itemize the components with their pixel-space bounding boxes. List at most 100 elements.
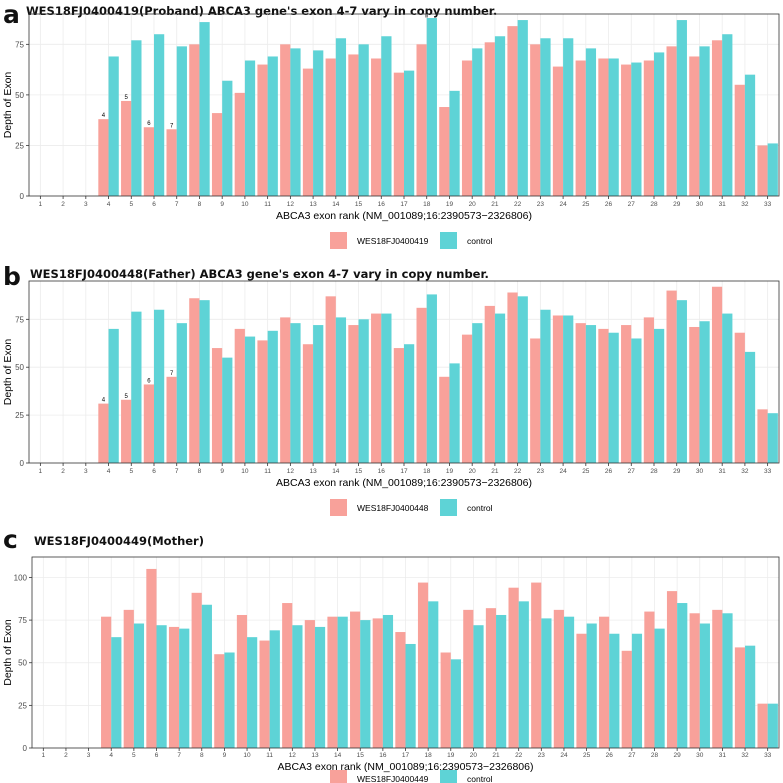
- x-tick-label: 16: [378, 468, 386, 475]
- bar-sample-exon-23: [531, 582, 542, 748]
- bar-control-exon-8: [199, 300, 210, 463]
- bar-control-exon-7: [176, 46, 187, 196]
- x-tick-label: 10: [241, 201, 249, 208]
- x-tick-label: 2: [61, 201, 65, 208]
- bar-sample-exon-7: [166, 376, 177, 463]
- x-tick-label: 30: [696, 752, 704, 759]
- x-tick-label: 25: [583, 752, 591, 759]
- bar-sample-exon-21: [485, 608, 497, 748]
- bar-control-exon-24: [563, 315, 574, 463]
- y-tick-label: 50: [15, 363, 24, 372]
- y-tick-label: 75: [18, 616, 27, 625]
- bar-sample-exon-15: [350, 611, 361, 748]
- bar-sample-exon-11: [257, 340, 268, 463]
- legend-sample-label: WES18FJ0400449: [357, 774, 429, 783]
- bar-sample-exon-21: [484, 42, 495, 196]
- bar-sample-exon-24: [552, 315, 564, 463]
- legend-control-label: control: [467, 503, 493, 513]
- bar-sample-exon-27: [621, 64, 632, 196]
- x-tick-label: 27: [628, 201, 636, 208]
- bar-control-exon-8: [201, 604, 212, 748]
- x-axis-label: ABCA3 exon rank (NM_001089;16:2390573−23…: [276, 477, 532, 489]
- bar-control-exon-15: [360, 620, 371, 748]
- bar-sample-exon-29: [666, 591, 678, 748]
- bar-control-exon-10: [244, 336, 256, 463]
- x-tick-label: 28: [650, 468, 658, 475]
- x-tick-label: 16: [378, 201, 386, 208]
- bar-sample-exon-18: [417, 582, 429, 748]
- x-tick-label: 26: [606, 752, 614, 759]
- x-tick-label: 4: [107, 201, 111, 208]
- legend-control-label: control: [467, 236, 493, 246]
- x-tick-label: 31: [719, 201, 727, 208]
- x-tick-label: 32: [741, 752, 749, 759]
- bar-sample-exon-19: [439, 376, 450, 463]
- bar-control-exon-14: [337, 616, 348, 748]
- bar-sample-exon-27: [621, 650, 632, 748]
- bar-control-exon-4: [111, 637, 122, 748]
- panel-c: c WES18FJ0400449(Mother) 0 25 50 75 100 1 2 3 4 5…: [0, 522, 783, 783]
- x-tick-label: 32: [741, 468, 749, 475]
- bar-sample-exon-28: [643, 60, 654, 197]
- bar-control-exon-12: [290, 48, 301, 196]
- bar-control-exon-33: [767, 143, 778, 196]
- bar-sample-exon-25: [576, 633, 587, 748]
- bar-control-exon-23: [540, 38, 551, 197]
- data-label-exon-5: 5: [124, 95, 128, 101]
- bar-sample-exon-26: [598, 328, 609, 463]
- x-tick-label: 29: [674, 752, 682, 759]
- x-tick-label: 13: [309, 468, 317, 475]
- x-tick-label: 20: [469, 468, 477, 475]
- bar-sample-exon-7: [168, 626, 180, 748]
- x-tick-label: 17: [400, 468, 408, 475]
- x-tick-label: 7: [175, 201, 179, 208]
- x-tick-label: 21: [492, 752, 500, 759]
- x-tick-label: 21: [491, 468, 499, 475]
- bar-control-exon-30: [699, 623, 710, 748]
- x-tick-label: 17: [402, 752, 410, 759]
- x-tick-label: 5: [129, 201, 133, 208]
- x-tick-label: 2: [64, 752, 68, 759]
- x-tick-label: 14: [332, 468, 340, 475]
- bar-control-exon-12: [290, 323, 301, 463]
- bar-control-exon-25: [585, 325, 597, 463]
- x-tick-label: 11: [264, 468, 271, 475]
- bar-control-exon-5: [133, 623, 145, 748]
- bar-sample-exon-33: [757, 145, 768, 196]
- bar-sample-exon-31: [711, 40, 723, 197]
- x-tick-label: 22: [514, 468, 522, 475]
- bar-control-exon-29: [676, 300, 687, 463]
- legend-control-swatch: [440, 770, 457, 783]
- x-tick-label: 28: [650, 201, 658, 208]
- x-tick-label: 9: [220, 201, 224, 208]
- bar-control-exon-23: [540, 309, 551, 463]
- bar-sample-exon-20: [461, 60, 473, 197]
- x-tick-label: 15: [357, 752, 365, 759]
- x-tick-label: 33: [764, 752, 772, 759]
- bar-control-exon-31: [722, 313, 733, 463]
- x-tick-label: 6: [152, 468, 156, 475]
- data-label-exon-7: 7: [170, 123, 174, 129]
- bar-sample-exon-28: [644, 611, 655, 748]
- x-tick-label: 29: [673, 201, 681, 208]
- bar-sample-exon-9: [211, 348, 223, 463]
- bar-sample-exon-31: [711, 286, 723, 463]
- bar-sample-exon-11: [257, 64, 268, 196]
- bar-control-exon-30: [699, 46, 710, 196]
- bar-control-exon-16: [381, 313, 392, 463]
- bar-sample-exon-23: [530, 338, 541, 463]
- bar-sample-exon-11: [259, 640, 270, 748]
- bar-sample-exon-9: [211, 113, 223, 196]
- bar-control-exon-27: [631, 338, 642, 463]
- bar-sample-exon-19: [439, 107, 450, 196]
- bar-sample-exon-16: [372, 618, 383, 748]
- bar-control-exon-10: [244, 60, 256, 197]
- x-tick-label: 8: [198, 468, 202, 475]
- bar-sample-exon-13: [302, 68, 314, 196]
- x-tick-label: 25: [582, 201, 590, 208]
- bar-control-exon-4: [108, 328, 119, 463]
- panel-title-b: WES18FJ0400448(Father) ABCA3 gene's exon…: [30, 267, 489, 281]
- bar-control-exon-18: [426, 294, 437, 463]
- bar-sample-exon-5: [121, 399, 132, 463]
- bar-control-exon-33: [767, 703, 778, 748]
